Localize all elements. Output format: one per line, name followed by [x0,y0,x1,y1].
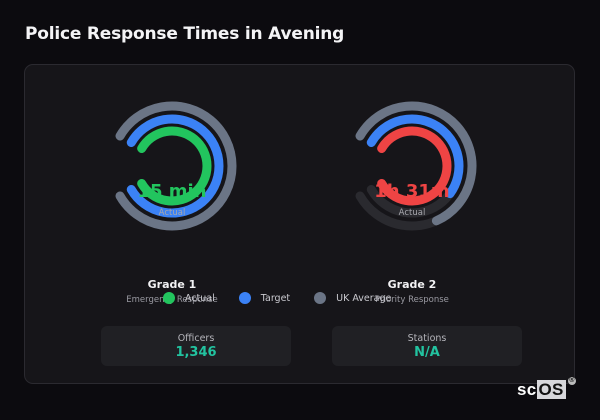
brand-prefix: sc [517,380,537,399]
page-title: Police Response Times in Avening [25,24,345,44]
legend-label: Target [260,292,291,304]
gauge-rings-grade-1 [115,101,237,231]
ring-target [126,114,224,218]
stat-value: 1,346 [175,345,217,360]
stat-stations: Stations N/A [332,326,522,366]
brand-suffix: OS [536,380,566,399]
ring-actual [137,126,212,206]
legend-dot-icon [314,292,327,304]
legend-dot-icon [163,292,175,304]
chart-legend: Actual Target UK Average [163,292,391,304]
gauge-description: Priority Response [375,295,449,305]
brand-logo: sc OS ® [517,377,576,400]
ring-target [366,114,464,199]
gauge-name: Grade 2 [387,278,437,291]
legend-label: UK Average [336,292,392,304]
ring-uk-average [115,101,237,231]
ring-actual [377,126,452,206]
stat-officers: Officers 1,346 [101,326,291,366]
legend-item-actual[interactable]: Actual [163,292,215,304]
gauge-grade-2: 1h 31m Actual Grade 2 Priority Response [332,99,492,305]
ring-uk-average [355,101,477,226]
stat-value: N/A [414,345,440,360]
legend-label: Actual [185,292,215,304]
gauge-value-label: Actual [158,208,186,218]
stat-label: Stations [407,333,447,344]
stat-label: Officers [177,333,215,344]
legend-dot-icon [238,292,251,304]
legend-item-uk-average[interactable]: UK Average [314,292,391,304]
gauge-value-label: Actual [398,208,426,218]
response-times-card: 15 min Actual Grade 1 Emergency Response… [24,64,575,384]
gauge-name: Grade 1 [147,278,197,291]
legend-item-target[interactable]: Target [238,292,291,304]
gauge-value: 1h 31m [374,181,450,202]
registered-mark-icon: ® [568,377,576,385]
gauge-value: 15 min [137,181,207,202]
gauge-rings-grade-2 [355,101,477,231]
gauge-grade-1: 15 min Actual Grade 1 Emergency Response [92,99,252,305]
